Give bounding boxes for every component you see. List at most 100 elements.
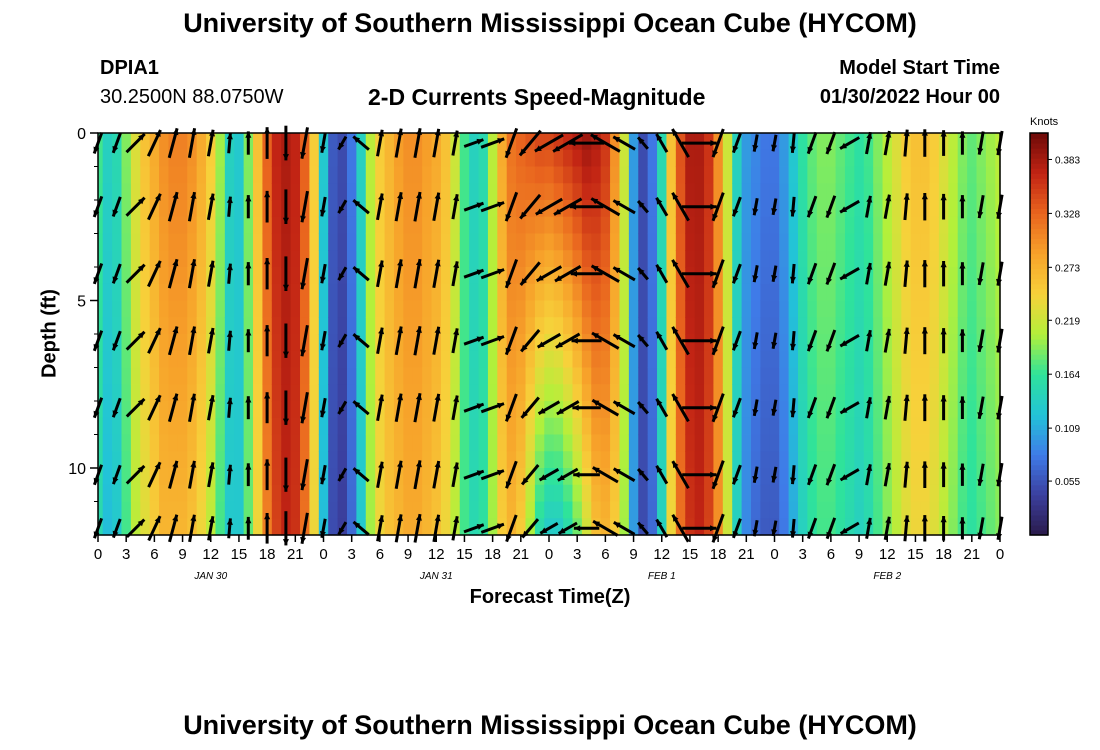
current-vector-head bbox=[540, 527, 548, 534]
heatmap-cell bbox=[628, 367, 639, 385]
heatmap-cell bbox=[112, 317, 123, 335]
current-vector-head bbox=[903, 461, 910, 469]
heatmap-cell bbox=[675, 250, 686, 268]
current-vector-head bbox=[397, 393, 404, 401]
heatmap-cell bbox=[337, 166, 348, 184]
current-vector-head bbox=[712, 535, 718, 543]
heatmap-cell bbox=[393, 233, 404, 251]
current-vector-head bbox=[226, 263, 233, 271]
heatmap-cell bbox=[206, 166, 217, 184]
heatmap-cell bbox=[309, 417, 320, 436]
current-vector-head bbox=[300, 536, 307, 544]
heatmap-cell bbox=[215, 518, 226, 536]
heatmap-cell bbox=[995, 384, 1001, 402]
heatmap-cell bbox=[563, 468, 574, 486]
colorbar-segment bbox=[1030, 143, 1048, 149]
heatmap-cell bbox=[722, 149, 733, 168]
heatmap-cell bbox=[318, 367, 329, 385]
heatmap-cell bbox=[760, 216, 771, 235]
heatmap-cell bbox=[741, 283, 752, 302]
heatmap-cell bbox=[309, 451, 320, 469]
heatmap-cell bbox=[187, 216, 198, 235]
current-vector-head bbox=[319, 477, 326, 485]
heatmap-cell bbox=[534, 384, 545, 402]
heatmap-cell bbox=[112, 367, 123, 385]
heatmap-cell bbox=[412, 367, 423, 385]
heatmap-cell bbox=[863, 417, 874, 436]
heatmap-cell bbox=[675, 384, 686, 402]
current-vector-head bbox=[591, 198, 599, 205]
heatmap-cell bbox=[281, 300, 292, 318]
heatmap-cell bbox=[844, 468, 855, 486]
heatmap-cell bbox=[431, 183, 442, 201]
heatmap-cell bbox=[328, 300, 339, 318]
heatmap-cell bbox=[140, 317, 151, 335]
heatmap-cell bbox=[666, 233, 677, 251]
heatmap-cell bbox=[365, 350, 376, 369]
heatmap-cell bbox=[995, 200, 1001, 218]
heatmap-cell bbox=[450, 451, 461, 469]
heatmap-cell bbox=[948, 183, 959, 201]
heatmap-cell bbox=[910, 384, 921, 402]
heatmap-cell bbox=[948, 434, 959, 452]
heatmap-cell bbox=[196, 133, 207, 151]
heatmap-cell bbox=[816, 417, 827, 436]
heatmap-cell bbox=[440, 468, 451, 486]
heatmap-cell bbox=[873, 200, 884, 218]
heatmap-cell bbox=[196, 417, 207, 436]
heatmap-cell bbox=[328, 267, 339, 285]
current-vector-head bbox=[208, 395, 215, 402]
heatmap-cell bbox=[98, 350, 104, 369]
heatmap-cell bbox=[788, 216, 799, 235]
heatmap-cell bbox=[797, 166, 808, 184]
heatmap-cell bbox=[938, 183, 949, 201]
heatmap-cell bbox=[685, 417, 696, 436]
heatmap-cell bbox=[422, 401, 433, 419]
colorbar-segment bbox=[1030, 494, 1048, 501]
heatmap-cell bbox=[459, 501, 470, 519]
heatmap-cell bbox=[675, 233, 686, 251]
heatmap-cell bbox=[130, 417, 141, 436]
heatmap-cell bbox=[159, 183, 170, 201]
heatmap-cell bbox=[713, 233, 724, 251]
heatmap-cell bbox=[713, 317, 724, 335]
heatmap-cell bbox=[563, 384, 574, 402]
heatmap-cell bbox=[271, 267, 282, 285]
heatmap-cell bbox=[450, 149, 461, 168]
heatmap-cell bbox=[553, 166, 564, 184]
heatmap-cell bbox=[722, 350, 733, 369]
heatmap-cell bbox=[309, 233, 320, 251]
heatmap-cell bbox=[422, 250, 433, 268]
heatmap-cell bbox=[600, 317, 611, 335]
heatmap-cell bbox=[863, 166, 874, 184]
heatmap-cell bbox=[187, 283, 198, 302]
colorbar-segment bbox=[1030, 374, 1048, 380]
current-vector-head bbox=[826, 277, 832, 285]
current-vector-head bbox=[866, 330, 873, 337]
heatmap-cell bbox=[215, 451, 226, 469]
heatmap-cell bbox=[694, 149, 705, 168]
heatmap-cell bbox=[751, 283, 762, 302]
heatmap-cell bbox=[271, 250, 282, 268]
heatmap-cell bbox=[685, 350, 696, 369]
current-vector-head bbox=[959, 262, 966, 269]
current-vector-head bbox=[959, 396, 966, 403]
heatmap-cell bbox=[300, 434, 311, 452]
current-vector-head bbox=[434, 393, 441, 401]
colorbar-segment bbox=[1030, 173, 1048, 179]
heatmap-cell bbox=[788, 384, 799, 402]
heatmap-cell bbox=[581, 317, 592, 335]
current-vector-head bbox=[536, 275, 544, 281]
colorbar-segment bbox=[1030, 248, 1048, 255]
heatmap-cell bbox=[967, 250, 978, 268]
heatmap-cell bbox=[835, 417, 846, 436]
heatmap-cell bbox=[393, 501, 404, 519]
heatmap-cell bbox=[525, 149, 536, 168]
heatmap-cell bbox=[844, 149, 855, 168]
heatmap-cell bbox=[854, 401, 865, 419]
current-vector-head bbox=[977, 479, 984, 486]
heatmap-cell bbox=[910, 233, 921, 251]
heatmap-cell bbox=[149, 317, 160, 335]
heatmap-cell bbox=[375, 183, 386, 201]
heatmap-cell bbox=[159, 317, 170, 335]
